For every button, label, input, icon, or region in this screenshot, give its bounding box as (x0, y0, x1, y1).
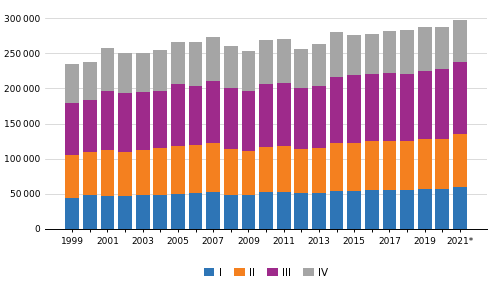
Bar (365, 141, 379, 190)
Bar (329, 191, 343, 229)
Bar (101, 48, 114, 91)
Bar (259, 192, 273, 229)
Bar (206, 192, 220, 229)
Bar (171, 84, 185, 146)
Bar (277, 192, 291, 229)
Bar (436, 27, 449, 69)
Bar (154, 50, 167, 91)
Bar (224, 194, 238, 229)
Bar (418, 27, 432, 71)
Bar (206, 143, 220, 192)
Bar (189, 86, 202, 145)
Bar (154, 91, 167, 148)
Bar (277, 39, 291, 83)
Bar (171, 194, 185, 229)
Bar (83, 63, 97, 100)
Bar (65, 64, 79, 102)
Bar (206, 81, 220, 143)
Bar (347, 191, 361, 229)
Bar (436, 189, 449, 229)
Bar (83, 194, 97, 229)
Bar (329, 143, 343, 191)
Bar (101, 196, 114, 229)
Bar (418, 71, 432, 139)
Bar (136, 53, 150, 92)
Bar (329, 77, 343, 143)
Bar (171, 146, 185, 194)
Bar (136, 92, 150, 149)
Bar (436, 139, 449, 189)
Bar (118, 152, 132, 196)
Bar (136, 149, 150, 195)
Bar (347, 143, 361, 191)
Bar (189, 145, 202, 193)
Bar (189, 42, 202, 86)
Bar (242, 195, 255, 229)
Bar (400, 190, 414, 229)
Bar (65, 198, 79, 229)
Bar (242, 50, 255, 91)
Bar (259, 147, 273, 192)
Bar (65, 102, 79, 155)
Bar (65, 155, 79, 198)
Bar (400, 141, 414, 190)
Bar (329, 32, 343, 77)
Bar (295, 149, 308, 193)
Bar (295, 193, 308, 229)
Bar (382, 190, 396, 229)
Bar (189, 193, 202, 229)
Bar (312, 148, 326, 193)
Bar (101, 150, 114, 196)
Bar (365, 74, 379, 141)
Bar (118, 53, 132, 93)
Bar (453, 20, 467, 62)
Bar (277, 83, 291, 146)
Bar (295, 88, 308, 149)
Bar (118, 196, 132, 229)
Bar (453, 187, 467, 229)
Bar (365, 34, 379, 74)
Bar (382, 31, 396, 73)
Bar (312, 86, 326, 148)
Bar (382, 73, 396, 141)
Bar (277, 146, 291, 192)
Bar (347, 75, 361, 143)
Bar (101, 91, 114, 150)
Bar (259, 84, 273, 147)
Bar (453, 62, 467, 134)
Bar (347, 35, 361, 75)
Bar (312, 43, 326, 86)
Bar (418, 189, 432, 229)
Bar (312, 193, 326, 229)
Legend: I, II, III, IV: I, II, III, IV (200, 263, 332, 282)
Bar (224, 46, 238, 88)
Bar (118, 93, 132, 152)
Bar (242, 151, 255, 195)
Bar (400, 30, 414, 74)
Bar (259, 40, 273, 84)
Bar (154, 195, 167, 229)
Bar (224, 88, 238, 149)
Bar (171, 42, 185, 84)
Bar (453, 134, 467, 187)
Bar (242, 91, 255, 151)
Bar (206, 37, 220, 81)
Bar (365, 190, 379, 229)
Bar (154, 148, 167, 195)
Bar (136, 195, 150, 229)
Bar (295, 49, 308, 88)
Bar (382, 141, 396, 190)
Bar (83, 100, 97, 152)
Bar (83, 152, 97, 194)
Bar (418, 139, 432, 189)
Bar (400, 74, 414, 141)
Bar (436, 69, 449, 139)
Bar (224, 149, 238, 194)
